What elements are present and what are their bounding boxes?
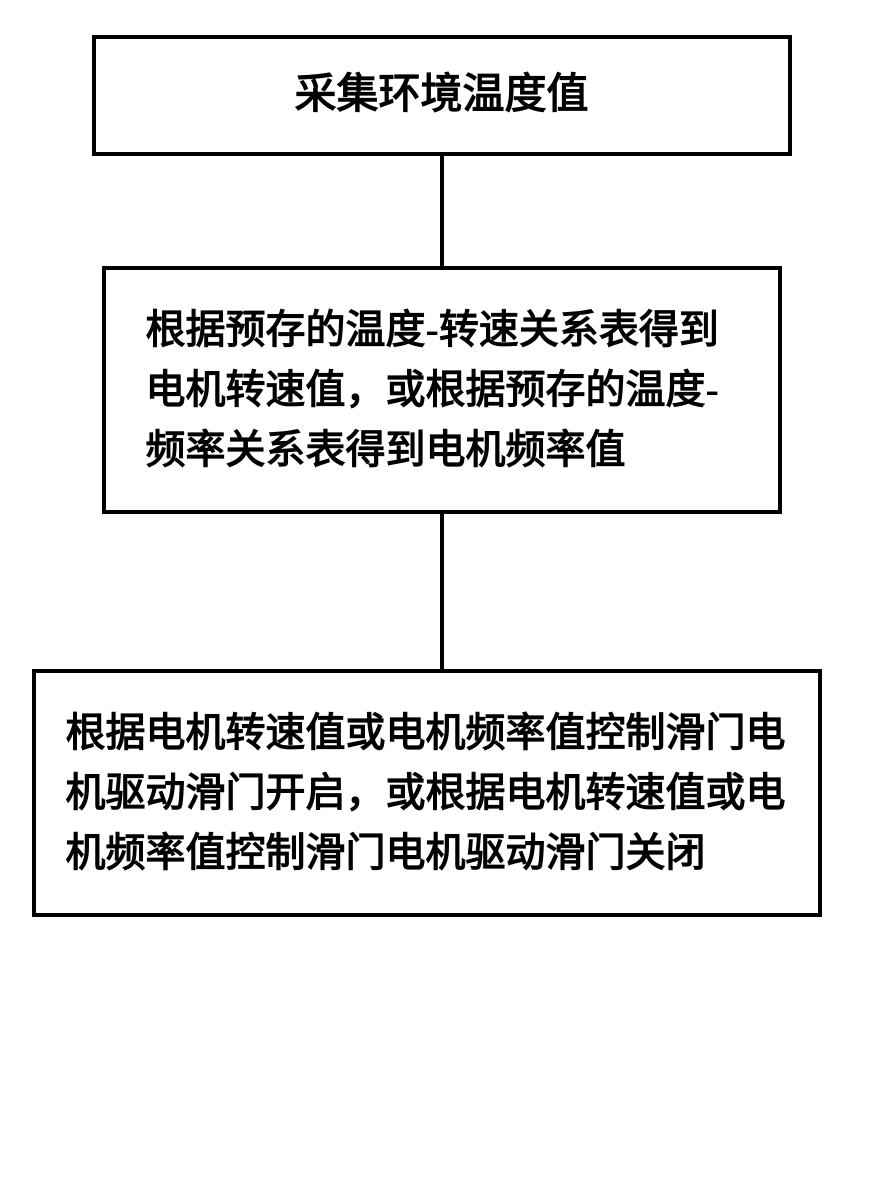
flow-node-3: 根据电机转速值或电机频率值控制滑门电机驱动滑门开启，或根据电机转速值或电机频率值… [32, 669, 822, 917]
flow-connector-1 [440, 156, 444, 266]
flow-connector-2 [440, 514, 444, 669]
flow-node-2: 根据预存的温度-转速关系表得到电机转速值，或根据预存的温度-频率关系表得到电机频… [102, 266, 782, 514]
flowchart-container: 采集环境温度值 根据预存的温度-转速关系表得到电机转速值，或根据预存的温度-频率… [20, 20, 863, 917]
flow-node-1: 采集环境温度值 [92, 35, 792, 156]
